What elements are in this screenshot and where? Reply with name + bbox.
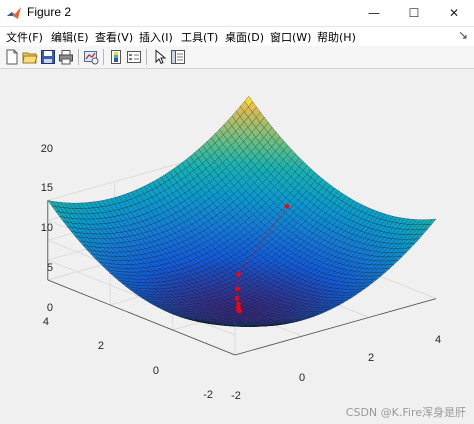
link-plot-icon[interactable] xyxy=(83,49,99,65)
figure-canvas: 20 15 10 5 0 4 2 0 -2 -2 0 2 4 CSDN @K.F… xyxy=(0,69,474,424)
descent-path xyxy=(234,204,290,314)
z-tick-label: 10 xyxy=(41,222,53,234)
menu-window[interactable]: 窗口(W) xyxy=(270,31,312,44)
y-tick-label: 2 xyxy=(98,340,104,352)
x-tick-label: 0 xyxy=(299,372,305,384)
x-tick-label: -2 xyxy=(231,390,241,402)
x-tick-label: 2 xyxy=(368,352,374,364)
print-icon[interactable] xyxy=(58,49,74,65)
menu-view[interactable]: 查看(V) xyxy=(95,31,134,44)
minimize-button[interactable]: — xyxy=(368,6,380,20)
watermark: CSDN @K.Fire浑身是肝 xyxy=(345,406,466,419)
new-figure-icon[interactable] xyxy=(4,49,20,65)
dock-arrow-icon[interactable]: ↘ xyxy=(457,28,468,42)
z-tick-label: 20 xyxy=(41,143,53,155)
property-inspector-icon[interactable] xyxy=(170,49,186,65)
select-pointer-icon[interactable] xyxy=(152,49,168,65)
z-tick-label: 15 xyxy=(41,182,53,194)
menu-insert[interactable]: 插入(I) xyxy=(139,31,173,44)
close-button[interactable]: ✕ xyxy=(448,6,460,20)
menu-help[interactable]: 帮助(H) xyxy=(317,31,356,44)
toolbar xyxy=(0,46,474,69)
save-icon[interactable] xyxy=(40,49,56,65)
menu-tools[interactable]: 工具(T) xyxy=(181,31,219,44)
surface-plot[interactable]: 20 15 10 5 0 4 2 0 -2 -2 0 2 4 xyxy=(0,69,474,424)
surface-patch xyxy=(231,323,240,325)
matlab-logo-icon xyxy=(7,7,21,19)
descent-path-segment xyxy=(237,274,239,290)
insert-legend-icon[interactable] xyxy=(126,49,142,65)
open-file-icon[interactable] xyxy=(22,49,38,65)
menu-edit[interactable]: 编辑(E) xyxy=(51,31,89,44)
insert-colorbar-icon[interactable] xyxy=(108,49,124,65)
toolbar-separator xyxy=(146,49,147,65)
window-title: Figure 2 xyxy=(27,5,72,19)
y-tick-label: 4 xyxy=(43,316,49,328)
menu-desktop[interactable]: 桌面(D) xyxy=(225,31,265,44)
z-tick-label: 5 xyxy=(47,262,53,274)
descent-path-point xyxy=(236,272,241,277)
surface-mesh xyxy=(47,95,437,327)
maximize-button[interactable]: ☐ xyxy=(408,6,420,20)
x-tick-label: 4 xyxy=(435,334,441,346)
toolbar-separator xyxy=(78,49,79,65)
toolbar-separator xyxy=(103,49,104,65)
title-bar: Figure 2 — ☐ ✕ xyxy=(0,0,474,27)
descent-path-point xyxy=(235,286,240,292)
menu-file[interactable]: 文件(F) xyxy=(6,31,43,44)
descent-path-point xyxy=(236,301,241,307)
descent-path-segment xyxy=(237,206,288,275)
descent-path-point xyxy=(237,308,242,314)
z-tick-label: 0 xyxy=(47,302,53,314)
menu-bar: 文件(F) 编辑(E) 查看(V) 插入(I) 工具(T) 桌面(D) 窗口(W… xyxy=(0,27,474,46)
y-tick-label: 0 xyxy=(153,365,159,377)
axis-ticks: 20 15 10 5 0 4 2 0 -2 -2 0 2 4 xyxy=(41,143,441,402)
y-tick-label: -2 xyxy=(203,389,213,401)
descent-path-point xyxy=(284,204,290,209)
descent-path-point xyxy=(234,295,240,301)
